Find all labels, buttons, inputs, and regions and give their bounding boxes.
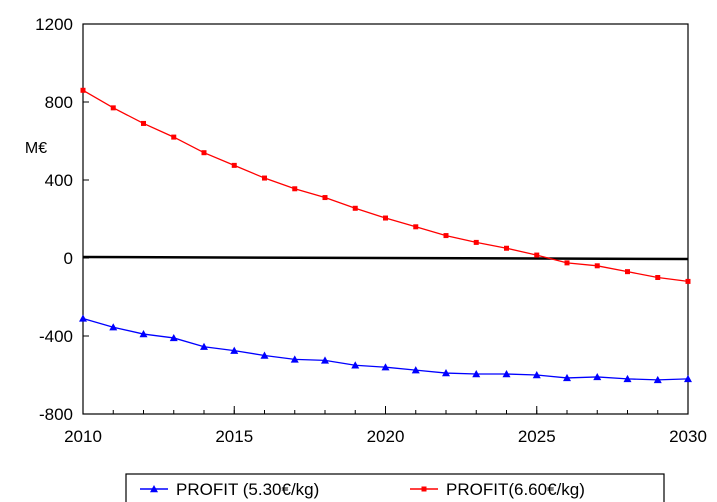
data-point bbox=[442, 369, 450, 377]
data-point bbox=[534, 252, 540, 258]
data-point bbox=[685, 278, 691, 284]
data-point bbox=[593, 372, 602, 381]
data-point bbox=[504, 245, 509, 251]
data-point bbox=[171, 134, 177, 140]
data-point bbox=[655, 275, 661, 280]
series-group bbox=[80, 87, 691, 284]
legend-entry-label: PROFIT(6.60€/kg) bbox=[446, 480, 585, 499]
data-point bbox=[411, 366, 420, 374]
data-point bbox=[502, 370, 511, 378]
data-point bbox=[352, 205, 358, 211]
y-axis-unit-label: M€ bbox=[25, 140, 47, 157]
y-tick-label: 0 bbox=[64, 249, 73, 268]
data-point bbox=[200, 342, 208, 350]
x-tick-label: 2010 bbox=[64, 427, 102, 446]
data-point bbox=[625, 269, 630, 275]
data-point bbox=[563, 373, 571, 382]
y-tick-label: -400 bbox=[39, 327, 73, 346]
data-point bbox=[260, 351, 269, 359]
data-point bbox=[594, 263, 600, 269]
legend-swatch-marker bbox=[421, 486, 427, 492]
y-tick-label: 400 bbox=[45, 171, 73, 190]
data-point bbox=[321, 356, 329, 364]
y-tick-label: 800 bbox=[45, 93, 73, 112]
x-tick-label: 2020 bbox=[367, 427, 405, 446]
series-line bbox=[82, 89, 689, 283]
data-point bbox=[684, 374, 692, 383]
data-point bbox=[623, 374, 632, 383]
data-point bbox=[110, 105, 116, 111]
legend-entry-label: PROFIT (5.30€/kg) bbox=[176, 480, 319, 499]
data-point bbox=[413, 224, 419, 230]
data-point bbox=[473, 239, 479, 245]
legend-swatch-marker bbox=[150, 485, 158, 493]
legend-box bbox=[125, 473, 665, 502]
data-point bbox=[564, 260, 570, 266]
data-point bbox=[139, 330, 148, 338]
data-point bbox=[381, 363, 390, 371]
x-tick-label: 2030 bbox=[669, 427, 707, 446]
data-point bbox=[292, 186, 298, 192]
data-point bbox=[322, 195, 328, 201]
y-tick-label: -800 bbox=[39, 405, 73, 424]
data-point bbox=[109, 323, 118, 331]
data-point bbox=[201, 150, 207, 156]
data-point bbox=[653, 375, 662, 384]
data-point bbox=[262, 175, 267, 181]
data-point bbox=[230, 346, 239, 354]
data-point bbox=[351, 361, 360, 369]
y-tick-label: 1200 bbox=[35, 15, 73, 34]
series-line bbox=[82, 317, 689, 381]
data-point bbox=[472, 370, 481, 378]
data-point bbox=[383, 215, 388, 221]
zero-reference-line bbox=[82, 255, 689, 261]
data-point bbox=[79, 314, 87, 322]
x-tick-label: 2025 bbox=[518, 427, 556, 446]
data-point bbox=[80, 87, 86, 93]
x-tick-label: 2015 bbox=[215, 427, 253, 446]
data-point bbox=[169, 333, 178, 342]
data-point bbox=[443, 233, 449, 239]
data-point bbox=[290, 355, 299, 363]
data-point bbox=[231, 162, 237, 168]
series-group bbox=[79, 314, 692, 384]
data-point bbox=[532, 371, 541, 379]
data-point bbox=[141, 120, 146, 126]
